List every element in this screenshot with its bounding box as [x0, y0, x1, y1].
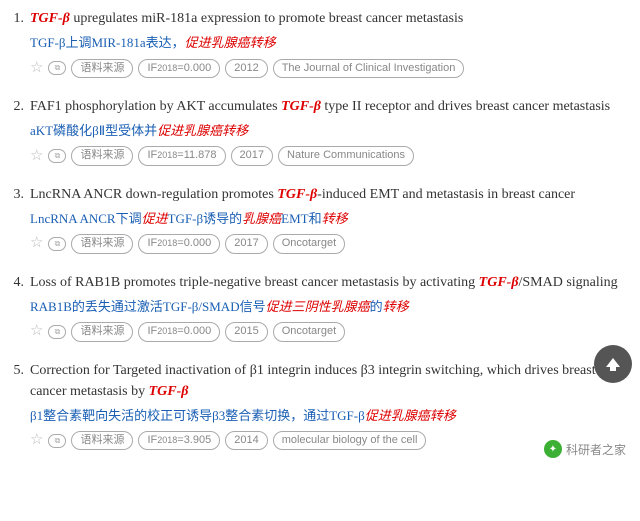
star-icon[interactable]: ☆ — [30, 236, 43, 251]
journal-pill[interactable]: Oncotarget — [273, 322, 345, 341]
result-number: 1. — [8, 8, 30, 29]
result-translation: RAB1B的丢失通过激活TGF-β/SMAD信号促进三阴性乳腺癌的转移 — [30, 297, 628, 317]
result-translation: β1整合素靶向失活的校正可诱导β3整合素切换，通过TGF-β促进乳腺癌转移 — [30, 406, 628, 426]
impact-factor-pill: IF2018=0.000 — [138, 322, 220, 341]
journal-pill[interactable]: Nature Communications — [278, 146, 414, 165]
result-title[interactable]: Loss of RAB1B promotes triple-negative b… — [30, 272, 628, 293]
impact-factor-pill: IF2018=3.905 — [138, 431, 220, 450]
result-number: 3. — [8, 184, 30, 205]
star-icon[interactable]: ☆ — [30, 61, 43, 76]
watermark: ✦ 科研者之家 — [544, 440, 626, 458]
year-pill: 2014 — [225, 431, 267, 450]
year-pill: 2012 — [225, 59, 267, 78]
journal-pill[interactable]: The Journal of Clinical Investigation — [273, 59, 465, 78]
year-pill: 2015 — [225, 322, 267, 341]
source-pill[interactable]: 语料来源 — [71, 234, 133, 253]
result-number: 4. — [8, 272, 30, 293]
result-title[interactable]: Correction for Targeted inactivation of … — [30, 360, 628, 402]
source-pill[interactable]: 语料来源 — [71, 431, 133, 450]
year-pill: 2017 — [225, 234, 267, 253]
journal-pill[interactable]: Oncotarget — [273, 234, 345, 253]
result-item: 3.LncRNA ANCR down-regulation promotes T… — [8, 184, 628, 254]
result-item: 2.FAF1 phosphorylation by AKT accumulate… — [8, 96, 628, 166]
result-title[interactable]: LncRNA ANCR down-regulation promotes TGF… — [30, 184, 628, 205]
result-meta: ☆ ⧉ 语料来源 IF2018=3.905 2014 molecular biology … — [30, 431, 628, 450]
result-translation: LncRNA ANCR下调促进TGF-β诱导的乳腺癌EMT和转移 — [30, 209, 628, 229]
result-translation: TGF-β上调MIR-181a表达，促进乳腺癌转移 — [30, 33, 628, 53]
result-meta: ☆ ⧉ 语料来源 IF2018=0.000 2017 Oncotarget — [30, 234, 628, 253]
result-translation: aKT磷酸化βⅡ型受体并促进乳腺癌转移 — [30, 121, 628, 141]
star-icon[interactable]: ☆ — [30, 149, 43, 164]
result-meta: ☆ ⧉ 语料来源 IF2018=11.878 2017 Nature Communicat… — [30, 146, 628, 165]
year-pill: 2017 — [231, 146, 273, 165]
source-pill[interactable]: 语料来源 — [71, 322, 133, 341]
copy-icon[interactable]: ⧉ — [48, 237, 66, 251]
result-title[interactable]: TGF-β upregulates miR-181a expression to… — [30, 8, 628, 29]
impact-factor-pill: IF2018=0.000 — [138, 234, 220, 253]
result-item: 4.Loss of RAB1B promotes triple-negative… — [8, 272, 628, 342]
impact-factor-pill: IF2018=11.878 — [138, 146, 225, 165]
star-icon[interactable]: ☆ — [30, 433, 43, 448]
back-to-top-button[interactable] — [594, 345, 632, 383]
copy-icon[interactable]: ⧉ — [48, 61, 66, 75]
copy-icon[interactable]: ⧉ — [48, 434, 66, 448]
copy-icon[interactable]: ⧉ — [48, 149, 66, 163]
source-pill[interactable]: 语料来源 — [71, 146, 133, 165]
source-pill[interactable]: 语料来源 — [71, 59, 133, 78]
result-title[interactable]: FAF1 phosphorylation by AKT accumulates … — [30, 96, 628, 117]
result-meta: ☆ ⧉ 语料来源 IF2018=0.000 2012 The Journal of Cli… — [30, 59, 628, 78]
copy-icon[interactable]: ⧉ — [48, 325, 66, 339]
star-icon[interactable]: ☆ — [30, 324, 43, 339]
result-item: 5.Correction for Targeted inactivation o… — [8, 360, 628, 451]
result-number: 5. — [8, 360, 30, 381]
impact-factor-pill: IF2018=0.000 — [138, 59, 220, 78]
result-number: 2. — [8, 96, 30, 117]
wechat-icon: ✦ — [544, 440, 562, 458]
journal-pill[interactable]: molecular biology of the cell — [273, 431, 427, 450]
result-meta: ☆ ⧉ 语料来源 IF2018=0.000 2015 Oncotarget — [30, 322, 628, 341]
result-item: 1.TGF-β upregulates miR-181a expression … — [8, 8, 628, 78]
watermark-text: 科研者之家 — [566, 441, 626, 458]
